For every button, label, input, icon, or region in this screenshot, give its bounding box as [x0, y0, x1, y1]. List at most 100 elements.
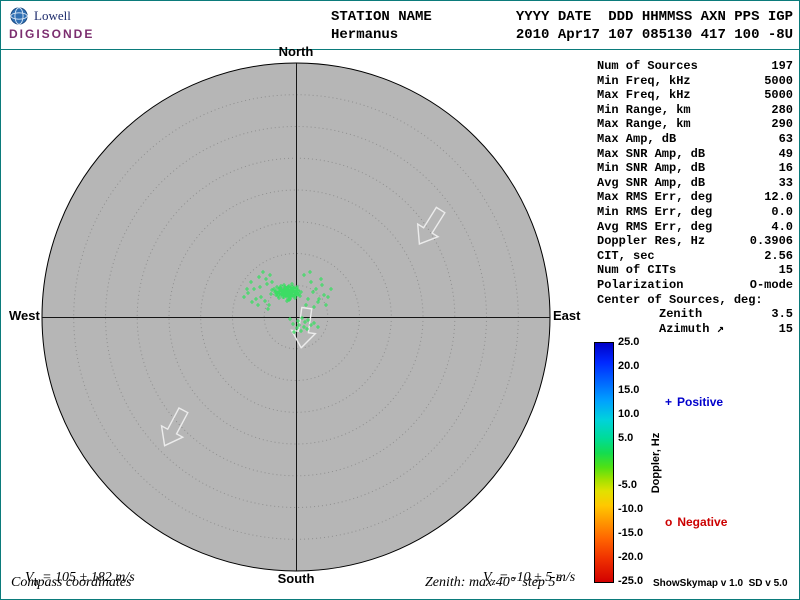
- stat-label: Max SNR Amp, dB: [597, 146, 706, 161]
- source-point: [303, 320, 307, 324]
- colorbar-tick-label: 25.0: [618, 336, 640, 348]
- stat-row: CIT, sec 2.56: [597, 249, 793, 264]
- source-point: [246, 291, 250, 295]
- stat-value: 63: [778, 131, 793, 146]
- stat-value: O-mode: [749, 277, 793, 292]
- source-point: [296, 289, 300, 293]
- stat-label: Max Amp, dB: [597, 131, 677, 146]
- stat-row: Max Amp, dB 63: [597, 132, 793, 147]
- source-point: [329, 287, 333, 291]
- stat-value: 12.0: [764, 190, 793, 205]
- stat-label: Zenith: [659, 307, 703, 322]
- source-point: [249, 280, 253, 284]
- colorbar-tick-label: -10.0: [618, 503, 644, 516]
- stat-value: 197: [771, 59, 793, 73]
- stats-rows: Num of Sources 197 Min Freq, kHz 5000 Max Fr…: [597, 59, 793, 336]
- stat-label: CIT, sec: [597, 248, 655, 263]
- source-point: [296, 319, 300, 323]
- source-point: [302, 325, 306, 329]
- source-point: [309, 323, 313, 327]
- stat-row: Center of Sources, deg:: [597, 293, 793, 308]
- source-point: [290, 282, 294, 286]
- source-point: [270, 288, 274, 292]
- vz-subscript: z: [491, 576, 496, 588]
- stat-value: 15: [778, 321, 793, 336]
- vh-subscript: h: [33, 576, 39, 588]
- stat-row: Doppler Res, Hz 0.3906: [597, 234, 793, 249]
- source-point: [295, 293, 299, 297]
- source-point: [304, 303, 308, 307]
- legend-negative: o Negative: [665, 515, 727, 529]
- source-point: [319, 277, 323, 281]
- source-point: [305, 327, 309, 331]
- plus-marker-icon: +: [665, 395, 673, 409]
- source-point: [316, 325, 320, 329]
- stat-label: Min SNR Amp, dB: [597, 161, 706, 176]
- vz-symbol: V: [483, 570, 492, 585]
- stat-label: Azimuth ↗: [659, 321, 724, 336]
- logo-lowell-text: Lowell: [34, 8, 71, 23]
- colorbar-tick-label: -25.0: [618, 575, 644, 587]
- coordinates-note: Compass coordinates: [11, 575, 132, 590]
- colorbar-tick-label: -5.0: [618, 479, 637, 492]
- stat-row: Max Range, km 290: [597, 117, 793, 132]
- source-point: [280, 287, 284, 291]
- source-point: [300, 316, 304, 320]
- logo-digisonde-text: DIGISONDE: [9, 27, 95, 41]
- source-point: [267, 303, 271, 307]
- source-point: [312, 305, 316, 309]
- source-point: [289, 286, 293, 290]
- stat-value: 5000: [764, 88, 793, 103]
- source-point: [254, 297, 258, 301]
- colorbar-tick-label: -15.0: [618, 527, 644, 540]
- source-point: [314, 287, 318, 291]
- stat-row: Min Range, km 280: [597, 103, 793, 118]
- stat-label: Min Range, km: [597, 102, 691, 117]
- velocity-arrow-icon: [290, 306, 317, 349]
- header-divider: [1, 49, 799, 50]
- stat-value: 290: [771, 117, 793, 132]
- colorbar-tick-label: 15.0: [618, 383, 640, 396]
- source-point: [269, 292, 273, 296]
- source-point: [326, 295, 330, 299]
- source-point: [311, 290, 315, 294]
- source-point: [257, 275, 261, 279]
- stat-label: Avg SNR Amp, dB: [597, 175, 706, 190]
- source-point: [276, 292, 280, 296]
- source-point: [252, 287, 256, 291]
- velocity-arrow-icon: [416, 206, 446, 245]
- source-point: [287, 284, 291, 288]
- source-point: [308, 270, 312, 274]
- source-point: [297, 323, 301, 327]
- stat-label: Doppler Res, Hz: [597, 234, 706, 249]
- header-fields-line: STATION NAME YYYY DATE DDD HHMMSS AXN PP…: [331, 9, 794, 25]
- source-point: [268, 273, 272, 277]
- source-point: [306, 318, 310, 322]
- source-point: [320, 283, 324, 287]
- stat-row: Avg SNR Amp, dB 33: [597, 176, 793, 191]
- source-point: [292, 330, 296, 334]
- stat-row: Min Freq, kHz 5000: [597, 74, 793, 89]
- circle-marker-icon: o: [665, 515, 673, 529]
- velocity-arrows: [160, 206, 446, 447]
- stat-value: 49: [778, 146, 793, 161]
- source-point: [279, 293, 283, 297]
- digisonde-logo: Lowell DIGISONDE: [9, 6, 129, 41]
- stat-value: 15: [778, 263, 793, 278]
- vertical-velocity-readout: Vz = -10 ± 5 m/s: [469, 554, 576, 599]
- stat-row: Max SNR Amp, dB 49: [597, 147, 793, 162]
- source-point: [265, 282, 269, 286]
- source-point: [284, 289, 288, 293]
- compass-label-north: North: [278, 44, 314, 59]
- stat-value: 16: [778, 161, 793, 176]
- source-point: [259, 295, 263, 299]
- source-point: [258, 285, 262, 289]
- source-point: [291, 322, 295, 326]
- stat-row: Polarization O-mode: [597, 278, 793, 293]
- colorbar-tick-label: 20.0: [618, 359, 640, 372]
- stat-label: Max Range, km: [597, 117, 691, 132]
- vz-value: = -10 ± 5 m/s: [495, 570, 576, 585]
- stat-value: 33: [778, 175, 793, 190]
